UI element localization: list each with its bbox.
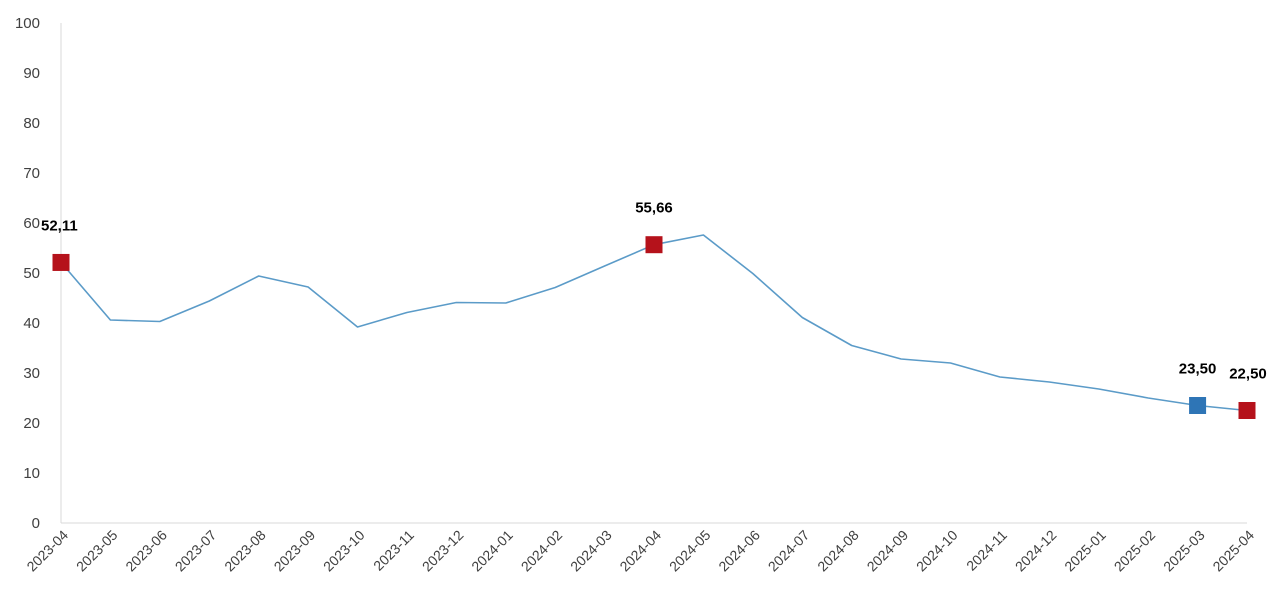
x-tick-label: 2024-08 bbox=[814, 527, 862, 575]
series-line bbox=[60, 234, 1248, 412]
x-tick-label: 2023-10 bbox=[320, 527, 368, 575]
data-label: 52,11 bbox=[41, 217, 78, 234]
highlight-marker bbox=[645, 236, 663, 254]
y-tick-label: 0 bbox=[32, 515, 40, 532]
y-tick-label: 40 bbox=[23, 315, 40, 332]
highlight-marker bbox=[52, 253, 70, 271]
x-tick-label: 2024-07 bbox=[765, 527, 813, 575]
y-tick-label: 100 bbox=[15, 15, 40, 32]
x-tick-label: 2025-01 bbox=[1061, 527, 1109, 575]
y-tick-label: 20 bbox=[23, 415, 40, 432]
axes bbox=[60, 23, 1247, 524]
data-labels: 52,11 55,66 23,50 22,50 bbox=[41, 200, 1267, 383]
x-tick-label: 2023-05 bbox=[73, 527, 121, 575]
x-tick-label: 2024-04 bbox=[616, 527, 664, 575]
y-tick-label: 60 bbox=[23, 215, 40, 232]
x-tick-label: 2023-08 bbox=[221, 527, 269, 575]
x-tick-label: 2025-04 bbox=[1209, 527, 1257, 575]
series-line-path bbox=[60, 234, 1248, 412]
x-tick-label: 2024-11 bbox=[963, 527, 1010, 574]
x-tick-label: 2023-12 bbox=[419, 527, 467, 575]
y-tick-label: 70 bbox=[23, 165, 40, 182]
y-tick-label: 80 bbox=[23, 115, 40, 132]
x-tick-label: 2025-03 bbox=[1160, 527, 1208, 575]
x-tick-label: 2024-02 bbox=[518, 527, 566, 575]
x-tick-label: 2023-09 bbox=[271, 527, 319, 575]
x-tick-label: 2024-06 bbox=[715, 527, 763, 575]
y-tick-label: 50 bbox=[23, 265, 40, 282]
x-tick-label: 2024-05 bbox=[666, 527, 714, 575]
x-tick-label: 2024-01 bbox=[468, 527, 516, 575]
x-tick-label: 2024-09 bbox=[864, 527, 912, 575]
x-tick-label: 2024-03 bbox=[567, 527, 615, 575]
x-tick-label: 2024-10 bbox=[913, 527, 961, 575]
highlight-marker bbox=[1189, 397, 1207, 414]
x-tick-label: 2025-02 bbox=[1111, 527, 1159, 575]
data-label: 55,66 bbox=[635, 200, 673, 217]
highlight-markers bbox=[52, 236, 1256, 419]
highlight-marker bbox=[1238, 402, 1256, 419]
y-tick-label: 90 bbox=[23, 65, 40, 82]
data-label: 23,50 bbox=[1179, 361, 1217, 378]
x-axis-ticks: 2023-04 2023-05 2023-06 2023-07 2023-08 2023-… bbox=[23, 527, 1257, 575]
y-tick-label: 30 bbox=[23, 365, 40, 382]
data-label: 22,50 bbox=[1229, 366, 1267, 383]
x-tick-label: 2023-04 bbox=[23, 527, 71, 575]
x-tick-label: 2023-06 bbox=[122, 527, 170, 575]
x-tick-label: 2023-07 bbox=[172, 527, 220, 575]
y-tick-label: 10 bbox=[23, 465, 40, 482]
y-axis-ticks: 0 10 20 30 40 50 60 70 80 90 100 bbox=[15, 15, 40, 532]
x-tick-label: 2023-11 bbox=[370, 527, 417, 574]
x-tick-label: 2024-12 bbox=[1012, 527, 1060, 575]
